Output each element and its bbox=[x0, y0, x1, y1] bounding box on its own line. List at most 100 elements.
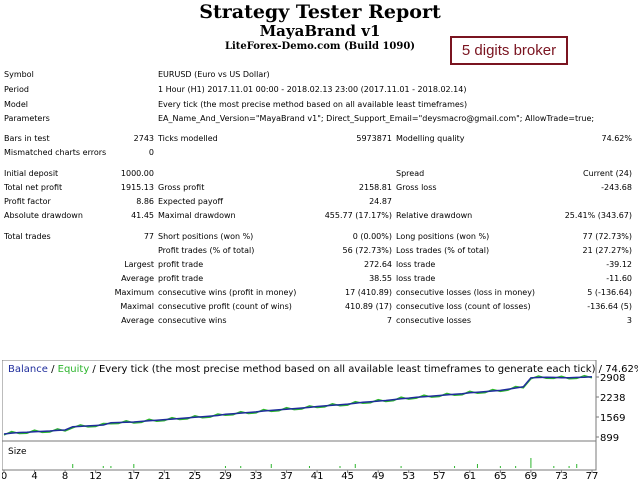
ptrades-label: Profit trades (% of total) bbox=[158, 246, 255, 255]
row-model: Model Every tick (the most precise metho… bbox=[0, 98, 640, 111]
expert-name: MayaBrand v1 bbox=[259, 22, 381, 40]
long-label: Long positions (won %) bbox=[396, 232, 490, 241]
short-label: Short positions (won %) bbox=[158, 232, 254, 241]
ticks-label: Ticks modelled bbox=[158, 134, 218, 143]
grossprofit-label: Gross profit bbox=[158, 183, 205, 192]
long-value: 77 (72.73%) bbox=[582, 232, 632, 241]
symbol-label: Symbol bbox=[4, 70, 34, 79]
model-label: Model bbox=[4, 100, 29, 109]
size-label: Size bbox=[8, 447, 27, 457]
x-tick-label: 45 bbox=[341, 471, 354, 480]
mcw-value: 17 (410.89) bbox=[345, 288, 392, 297]
acw-label: consecutive wins bbox=[158, 316, 227, 325]
row-netprofit: Total net profit 1915.13 Gross profit 21… bbox=[0, 181, 640, 194]
parameters-value: EA_Name_And_Version="MayaBrand v1"; Dire… bbox=[158, 114, 595, 123]
y-tick-label: 1569 bbox=[600, 413, 625, 424]
x-tick-label: 0 bbox=[2, 471, 7, 480]
lp-value: 272.64 bbox=[364, 260, 392, 269]
balance-line bbox=[3, 376, 593, 435]
x-tick-label: 53 bbox=[402, 471, 415, 480]
ltrades-label: Loss trades (% of total) bbox=[396, 246, 490, 255]
parameters-label: Parameters bbox=[4, 114, 50, 123]
x-tick-label: 33 bbox=[250, 471, 263, 480]
ap-label: profit trade bbox=[158, 274, 204, 283]
mcll-label: consecutive loss (count of losses) bbox=[396, 302, 531, 311]
netprofit-value: 1915.13 bbox=[120, 183, 154, 192]
mcl-label: consecutive losses (loss in money) bbox=[396, 288, 536, 297]
x-tick-label: 25 bbox=[189, 471, 202, 480]
payoff-label: Expected payoff bbox=[158, 197, 223, 206]
absdd-label: Absolute drawdown bbox=[4, 211, 83, 220]
grossloss-label: Gross loss bbox=[396, 183, 437, 192]
grossloss-value: -243.68 bbox=[601, 183, 632, 192]
ltrades-value: 21 (27.27%) bbox=[582, 246, 632, 255]
mcp-value: 410.89 (17) bbox=[345, 302, 392, 311]
row-profitfactor: Profit factor 8.86 Expected payoff 24.87 bbox=[0, 195, 640, 208]
period-value: 1 Hour (H1) 2017.11.01 00:00 - 2018.02.1… bbox=[158, 85, 467, 94]
y-tick-label: 899 bbox=[600, 433, 619, 444]
row-average: Average profit trade 38.55 loss trade -1… bbox=[0, 272, 640, 285]
row-deposit: Initial deposit 1000.00 Spread Current (… bbox=[0, 167, 640, 180]
x-tick-label: 29 bbox=[219, 471, 232, 480]
largest-label: Largest bbox=[124, 260, 154, 269]
row-symbol: Symbol EURUSD (Euro vs US Dollar) bbox=[0, 68, 640, 81]
maximal-label: Maximal bbox=[120, 302, 154, 311]
x-tick-label: 49 bbox=[372, 471, 385, 480]
payoff-value: 24.87 bbox=[369, 197, 392, 206]
svg-text:Balance / Equity / Every tick: Balance / Equity / Every tick (the most … bbox=[8, 364, 638, 375]
legend-equity: Equity bbox=[58, 364, 90, 375]
ap-value: 38.55 bbox=[369, 274, 392, 283]
x-tick-label: 17 bbox=[127, 471, 140, 480]
x-tick-label: 73 bbox=[555, 471, 568, 480]
maxdd-label: Maximal drawdown bbox=[158, 211, 236, 220]
legend-sep: / bbox=[48, 364, 58, 375]
broker-badge: 5 digits broker bbox=[450, 36, 568, 65]
row-largest: Largest profit trade 272.64 loss trade -… bbox=[0, 258, 640, 271]
maximum-label: Maximum bbox=[114, 288, 154, 297]
row-period: Period 1 Hour (H1) 2017.11.01 00:00 - 20… bbox=[0, 83, 640, 96]
x-tick-label: 61 bbox=[463, 471, 476, 480]
average2-label: Average bbox=[121, 316, 154, 325]
x-tick-label: 77 bbox=[586, 471, 599, 480]
server-name: LiteForex-Demo.com (Build 1090) bbox=[224, 41, 416, 52]
x-tick-label: 69 bbox=[525, 471, 538, 480]
al-value: -11.60 bbox=[606, 274, 632, 283]
period-label: Period bbox=[4, 85, 29, 94]
ll-label: loss trade bbox=[396, 260, 436, 269]
absdd-value: 41.45 bbox=[131, 211, 154, 220]
x-tick-label: 4 bbox=[31, 471, 37, 480]
al-label: loss trade bbox=[396, 274, 436, 283]
legend-rest: / Every tick (the most precise method ba… bbox=[89, 364, 638, 375]
lp-label: profit trade bbox=[158, 260, 204, 269]
x-tick-label: 12 bbox=[89, 471, 102, 480]
x-tick-label: 8 bbox=[62, 471, 68, 480]
spread-value: Current (24) bbox=[582, 169, 632, 178]
maxdd-value: 455.77 (17.17%) bbox=[324, 211, 392, 220]
symbol-value: EURUSD (Euro vs US Dollar) bbox=[158, 70, 270, 79]
row-trades: Total trades 77 Short positions (won %) … bbox=[0, 230, 640, 243]
acw-value: 7 bbox=[386, 316, 392, 325]
model-value: Every tick (the most precise method base… bbox=[158, 100, 468, 109]
legend-balance: Balance bbox=[8, 364, 48, 375]
x-tick-label: 65 bbox=[494, 471, 507, 480]
pf-label: Profit factor bbox=[4, 197, 51, 206]
x-tick-label: 21 bbox=[158, 471, 171, 480]
ticks-value: 5973871 bbox=[356, 134, 392, 143]
mismatch-value: 0 bbox=[148, 148, 154, 157]
mcp-label: consecutive profit (count of wins) bbox=[158, 302, 292, 311]
netprofit-label: Total net profit bbox=[4, 183, 63, 192]
row-average2: Average consecutive wins 7 consecutive l… bbox=[0, 314, 640, 327]
pf-value: 8.86 bbox=[136, 197, 154, 206]
average-label: Average bbox=[121, 274, 154, 283]
x-tick-label: 37 bbox=[280, 471, 293, 480]
ptrades-value: 56 (72.73%) bbox=[342, 246, 392, 255]
grossprofit-value: 2158.81 bbox=[358, 183, 392, 192]
x-tick-label: 57 bbox=[433, 471, 446, 480]
quality-label: Modelling quality bbox=[396, 134, 465, 143]
row-maximal: Maximal consecutive profit (count of win… bbox=[0, 300, 640, 313]
row-parameters: Parameters EA_Name_And_Version="MayaBran… bbox=[0, 112, 640, 125]
bars-label: Bars in test bbox=[4, 134, 50, 143]
acl-label: consecutive losses bbox=[396, 316, 472, 325]
x-tick-label: 41 bbox=[311, 471, 324, 480]
mcll-value: -136.64 (5) bbox=[587, 302, 632, 311]
